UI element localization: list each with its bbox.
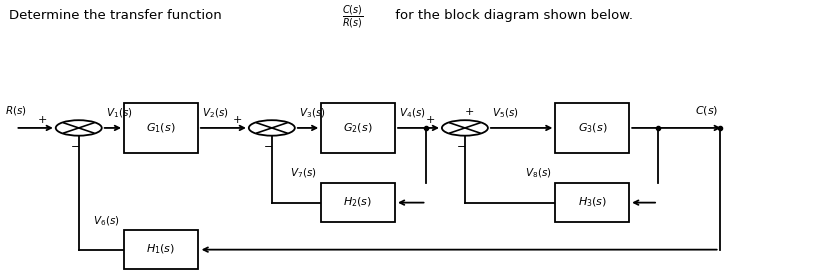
Text: $H_2(s)$: $H_2(s)$: [343, 196, 373, 209]
Text: $G_2(s)$: $G_2(s)$: [343, 121, 373, 135]
Text: $V_1(s)$: $V_1(s)$: [106, 106, 133, 120]
Text: $+$: $+$: [232, 114, 242, 125]
Circle shape: [442, 120, 488, 136]
Text: $H_1(s)$: $H_1(s)$: [146, 243, 175, 256]
Text: Determine the transfer function: Determine the transfer function: [9, 9, 226, 22]
Text: $+$: $+$: [425, 114, 435, 125]
Text: $V_6(s)$: $V_6(s)$: [93, 214, 120, 227]
FancyBboxPatch shape: [556, 103, 630, 153]
Text: $V_4(s)$: $V_4(s)$: [399, 106, 425, 120]
Text: $-$: $-$: [70, 140, 80, 150]
Text: for the block diagram shown below.: for the block diagram shown below.: [391, 9, 633, 22]
Text: $C(s)$: $C(s)$: [695, 104, 718, 117]
Text: $-$: $-$: [456, 140, 466, 150]
FancyBboxPatch shape: [556, 183, 630, 222]
Text: $V_2(s)$: $V_2(s)$: [202, 106, 229, 120]
Text: $+$: $+$: [37, 114, 48, 125]
FancyBboxPatch shape: [321, 103, 395, 153]
Text: $-$: $-$: [263, 140, 272, 150]
Text: $V_8(s)$: $V_8(s)$: [524, 167, 551, 180]
Text: $R(s)$: $R(s)$: [5, 104, 26, 117]
Circle shape: [56, 120, 102, 136]
Text: $\frac{C(s)}{R(s)}$: $\frac{C(s)}{R(s)}$: [342, 3, 363, 31]
Text: $V_3(s)$: $V_3(s)$: [299, 106, 326, 120]
Text: $G_1(s)$: $G_1(s)$: [146, 121, 175, 135]
Text: $V_5(s)$: $V_5(s)$: [492, 106, 518, 120]
FancyBboxPatch shape: [124, 103, 198, 153]
Circle shape: [249, 120, 295, 136]
FancyBboxPatch shape: [321, 183, 395, 222]
Text: $+$: $+$: [464, 106, 474, 117]
FancyBboxPatch shape: [124, 230, 198, 269]
Text: $G_3(s)$: $G_3(s)$: [578, 121, 607, 135]
Text: $V_7(s)$: $V_7(s)$: [291, 167, 317, 180]
Text: $H_3(s)$: $H_3(s)$: [578, 196, 607, 209]
